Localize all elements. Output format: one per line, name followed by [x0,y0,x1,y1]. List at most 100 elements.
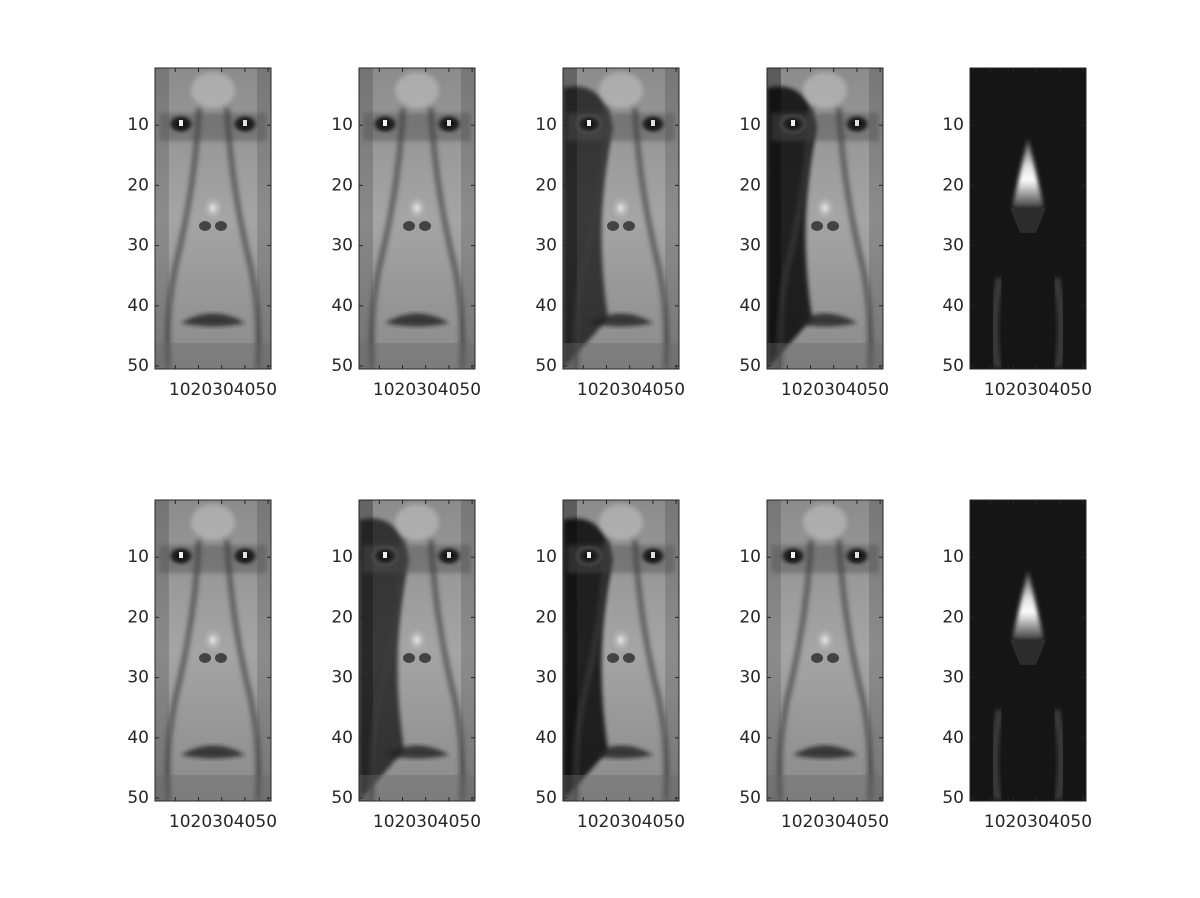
y-tick-label: 30 [739,236,761,256]
y-tick-label: 10 [739,547,761,567]
mouth [181,313,245,327]
axis-frame [358,67,476,370]
left-faint-fold [990,277,1004,369]
left-fold [164,107,202,369]
x-tick-labels: 1020304050 [781,812,889,832]
left-eye-glint [383,552,387,558]
y-tick-label: 50 [942,788,964,808]
left-nostril [199,653,211,663]
y-tick-label: 20 [739,607,761,627]
forehead-highlight [395,72,439,108]
left-eye-glint [179,552,183,558]
chin-shade [359,775,475,801]
face-shadow-left [767,500,781,801]
y-tick-label: 20 [739,175,761,195]
y-tick-label: 30 [127,668,149,688]
y-tick-label: 10 [942,115,964,135]
nose-base-shadow [1010,208,1046,233]
right-fold [632,539,670,801]
left-eye-glint [587,120,591,126]
chin-shade [767,775,883,801]
y-tick-label: 20 [942,175,964,195]
right-eye-glint [651,552,655,558]
nose-tip [405,194,429,222]
y-tick-label: 30 [535,236,557,256]
y-tick-label: 40 [127,296,149,316]
forehead-highlight [395,504,439,540]
grayscale-image [970,500,1086,801]
right-fold [836,539,874,801]
nose-tip [813,626,837,654]
right-nostril [623,653,635,663]
nose-base-shadow [1010,640,1046,665]
left-eye-glint [791,552,795,558]
left-fold [368,107,406,369]
chin-shade [359,343,475,369]
grayscale-image [563,68,679,369]
axis-frame [154,67,272,370]
x-tick-labels: 1020304050 [169,380,277,400]
grayscale-image [767,500,883,801]
y-tick-label: 10 [331,547,353,567]
face-shadow-right [869,500,883,801]
face-shadow-left [359,68,373,369]
face-shadow-right [257,68,271,369]
right-fold [224,539,262,801]
y-tick-label: 30 [331,236,353,256]
right-eye-glint [243,120,247,126]
right-fold [428,107,466,369]
left-nostril [811,221,823,231]
left-faint-fold [990,709,1004,801]
left-nostril [607,221,619,231]
chin-shade [563,343,679,369]
y-tick-label: 50 [739,356,761,376]
y-tick-label: 10 [535,115,557,135]
grayscale-image [155,68,271,369]
y-tick-label: 50 [942,356,964,376]
y-tick-label: 40 [535,728,557,748]
y-tick-label: 50 [127,788,149,808]
y-tick-label: 50 [331,356,353,376]
y-tick-label: 10 [127,547,149,567]
axis-frame [562,499,680,802]
right-nostril [827,221,839,231]
y-tick-label: 20 [331,607,353,627]
right-nostril [419,221,431,231]
forehead-highlight [599,72,643,108]
y-tick-label: 40 [331,728,353,748]
y-tick-label: 10 [127,115,149,135]
face-shadow-right [869,68,883,369]
left-fold [572,539,610,801]
axis-frame [766,67,884,370]
y-tick-label: 20 [942,607,964,627]
left-eye-glint [587,552,591,558]
subplot-grid: 1020304050102030405010203040501020304050… [127,67,1092,832]
axis-frame [969,499,1087,802]
y-tick-label: 40 [942,296,964,316]
left-eye-glint [179,120,183,126]
mouth [385,745,449,759]
x-tick-labels: 1020304050 [984,812,1092,832]
left-fold [776,539,814,801]
y-tick-label: 20 [535,175,557,195]
axis-frame [562,67,680,370]
axis-frame [969,67,1087,370]
forehead-highlight [803,504,847,540]
mouth [793,313,857,327]
x-tick-labels: 1020304050 [373,812,481,832]
x-tick-labels: 1020304050 [577,380,685,400]
forehead-highlight [191,504,235,540]
forehead-highlight [191,72,235,108]
y-tick-label: 30 [331,668,353,688]
right-fold [224,107,262,369]
chin-shade [563,775,679,801]
mouth [589,313,653,327]
right-eye-glint [243,552,247,558]
left-nostril [811,653,823,663]
x-tick-labels: 1020304050 [373,380,481,400]
